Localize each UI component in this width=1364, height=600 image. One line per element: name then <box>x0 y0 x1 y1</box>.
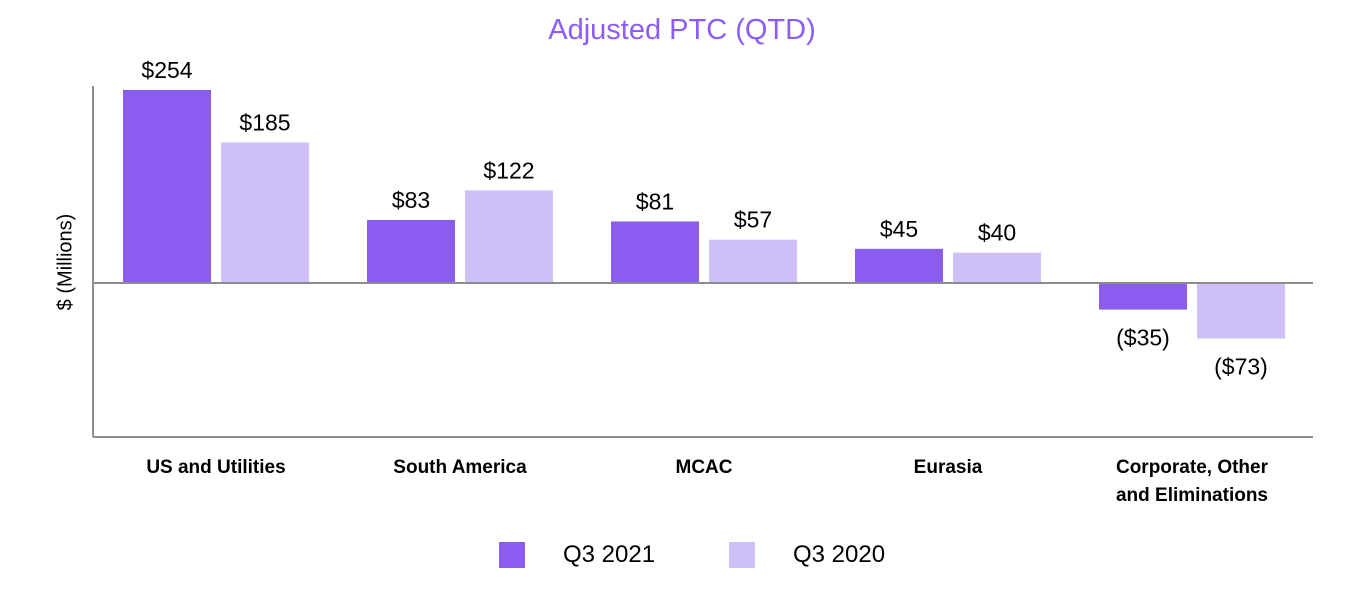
bar-south-america-q3-2021 <box>367 219 455 283</box>
bar-us-and-utilities-q3-2021 <box>123 90 211 283</box>
bar-mcac-q3-2020 <box>709 239 797 283</box>
bar-corporate-other-and-eliminations-q3-2020 <box>1197 283 1285 339</box>
legend-label-q3-2020: Q3 2020 <box>793 541 886 568</box>
legend-swatch-q3-2021 <box>499 542 525 568</box>
legend-label-q3-2021: Q3 2021 <box>563 541 656 568</box>
data-label-mcac-q3-2021: $81 <box>636 188 674 214</box>
category-label-corporate-other-and-eliminations-line-1: Corporate, Other <box>1116 457 1269 478</box>
data-label-corporate-other-and-eliminations-q3-2021: ($35) <box>1116 325 1170 351</box>
data-label-corporate-other-and-eliminations-q3-2020: ($73) <box>1214 353 1268 379</box>
category-label-south-america: South America <box>393 457 527 478</box>
bar-corporate-other-and-eliminations-q3-2021 <box>1099 283 1187 310</box>
legend: Q3 2021 Q3 2020 <box>0 541 1364 571</box>
category-label-mcac: MCAC <box>676 457 733 478</box>
bar-eurasia-q3-2021 <box>855 248 943 283</box>
chart-title: Adjusted PTC (QTD) <box>548 14 816 46</box>
bar-eurasia-q3-2020 <box>953 252 1041 283</box>
legend-swatch-q3-2020 <box>729 542 755 568</box>
bar-us-and-utilities-q3-2020 <box>221 142 309 283</box>
legend-item-q3-2020: Q3 2020 <box>729 541 885 569</box>
data-label-south-america-q3-2020: $122 <box>483 157 534 183</box>
data-label-eurasia-q3-2020: $40 <box>978 220 1016 246</box>
category-label-corporate-other-and-eliminations-line-2: and Eliminations <box>1116 485 1268 506</box>
legend-item-q3-2021: Q3 2021 <box>499 541 655 569</box>
data-label-eurasia-q3-2021: $45 <box>880 216 918 242</box>
category-label-us-and-utilities: US and Utilities <box>146 457 285 478</box>
bar-south-america-q3-2020 <box>465 190 553 283</box>
data-label-us-and-utilities-q3-2020: $185 <box>239 109 290 135</box>
bar-mcac-q3-2021 <box>611 221 699 283</box>
data-label-mcac-q3-2020: $57 <box>734 207 772 233</box>
category-label-eurasia: Eurasia <box>914 457 983 478</box>
data-label-south-america-q3-2021: $83 <box>392 187 430 213</box>
data-label-us-and-utilities-q3-2021: $254 <box>141 57 192 83</box>
